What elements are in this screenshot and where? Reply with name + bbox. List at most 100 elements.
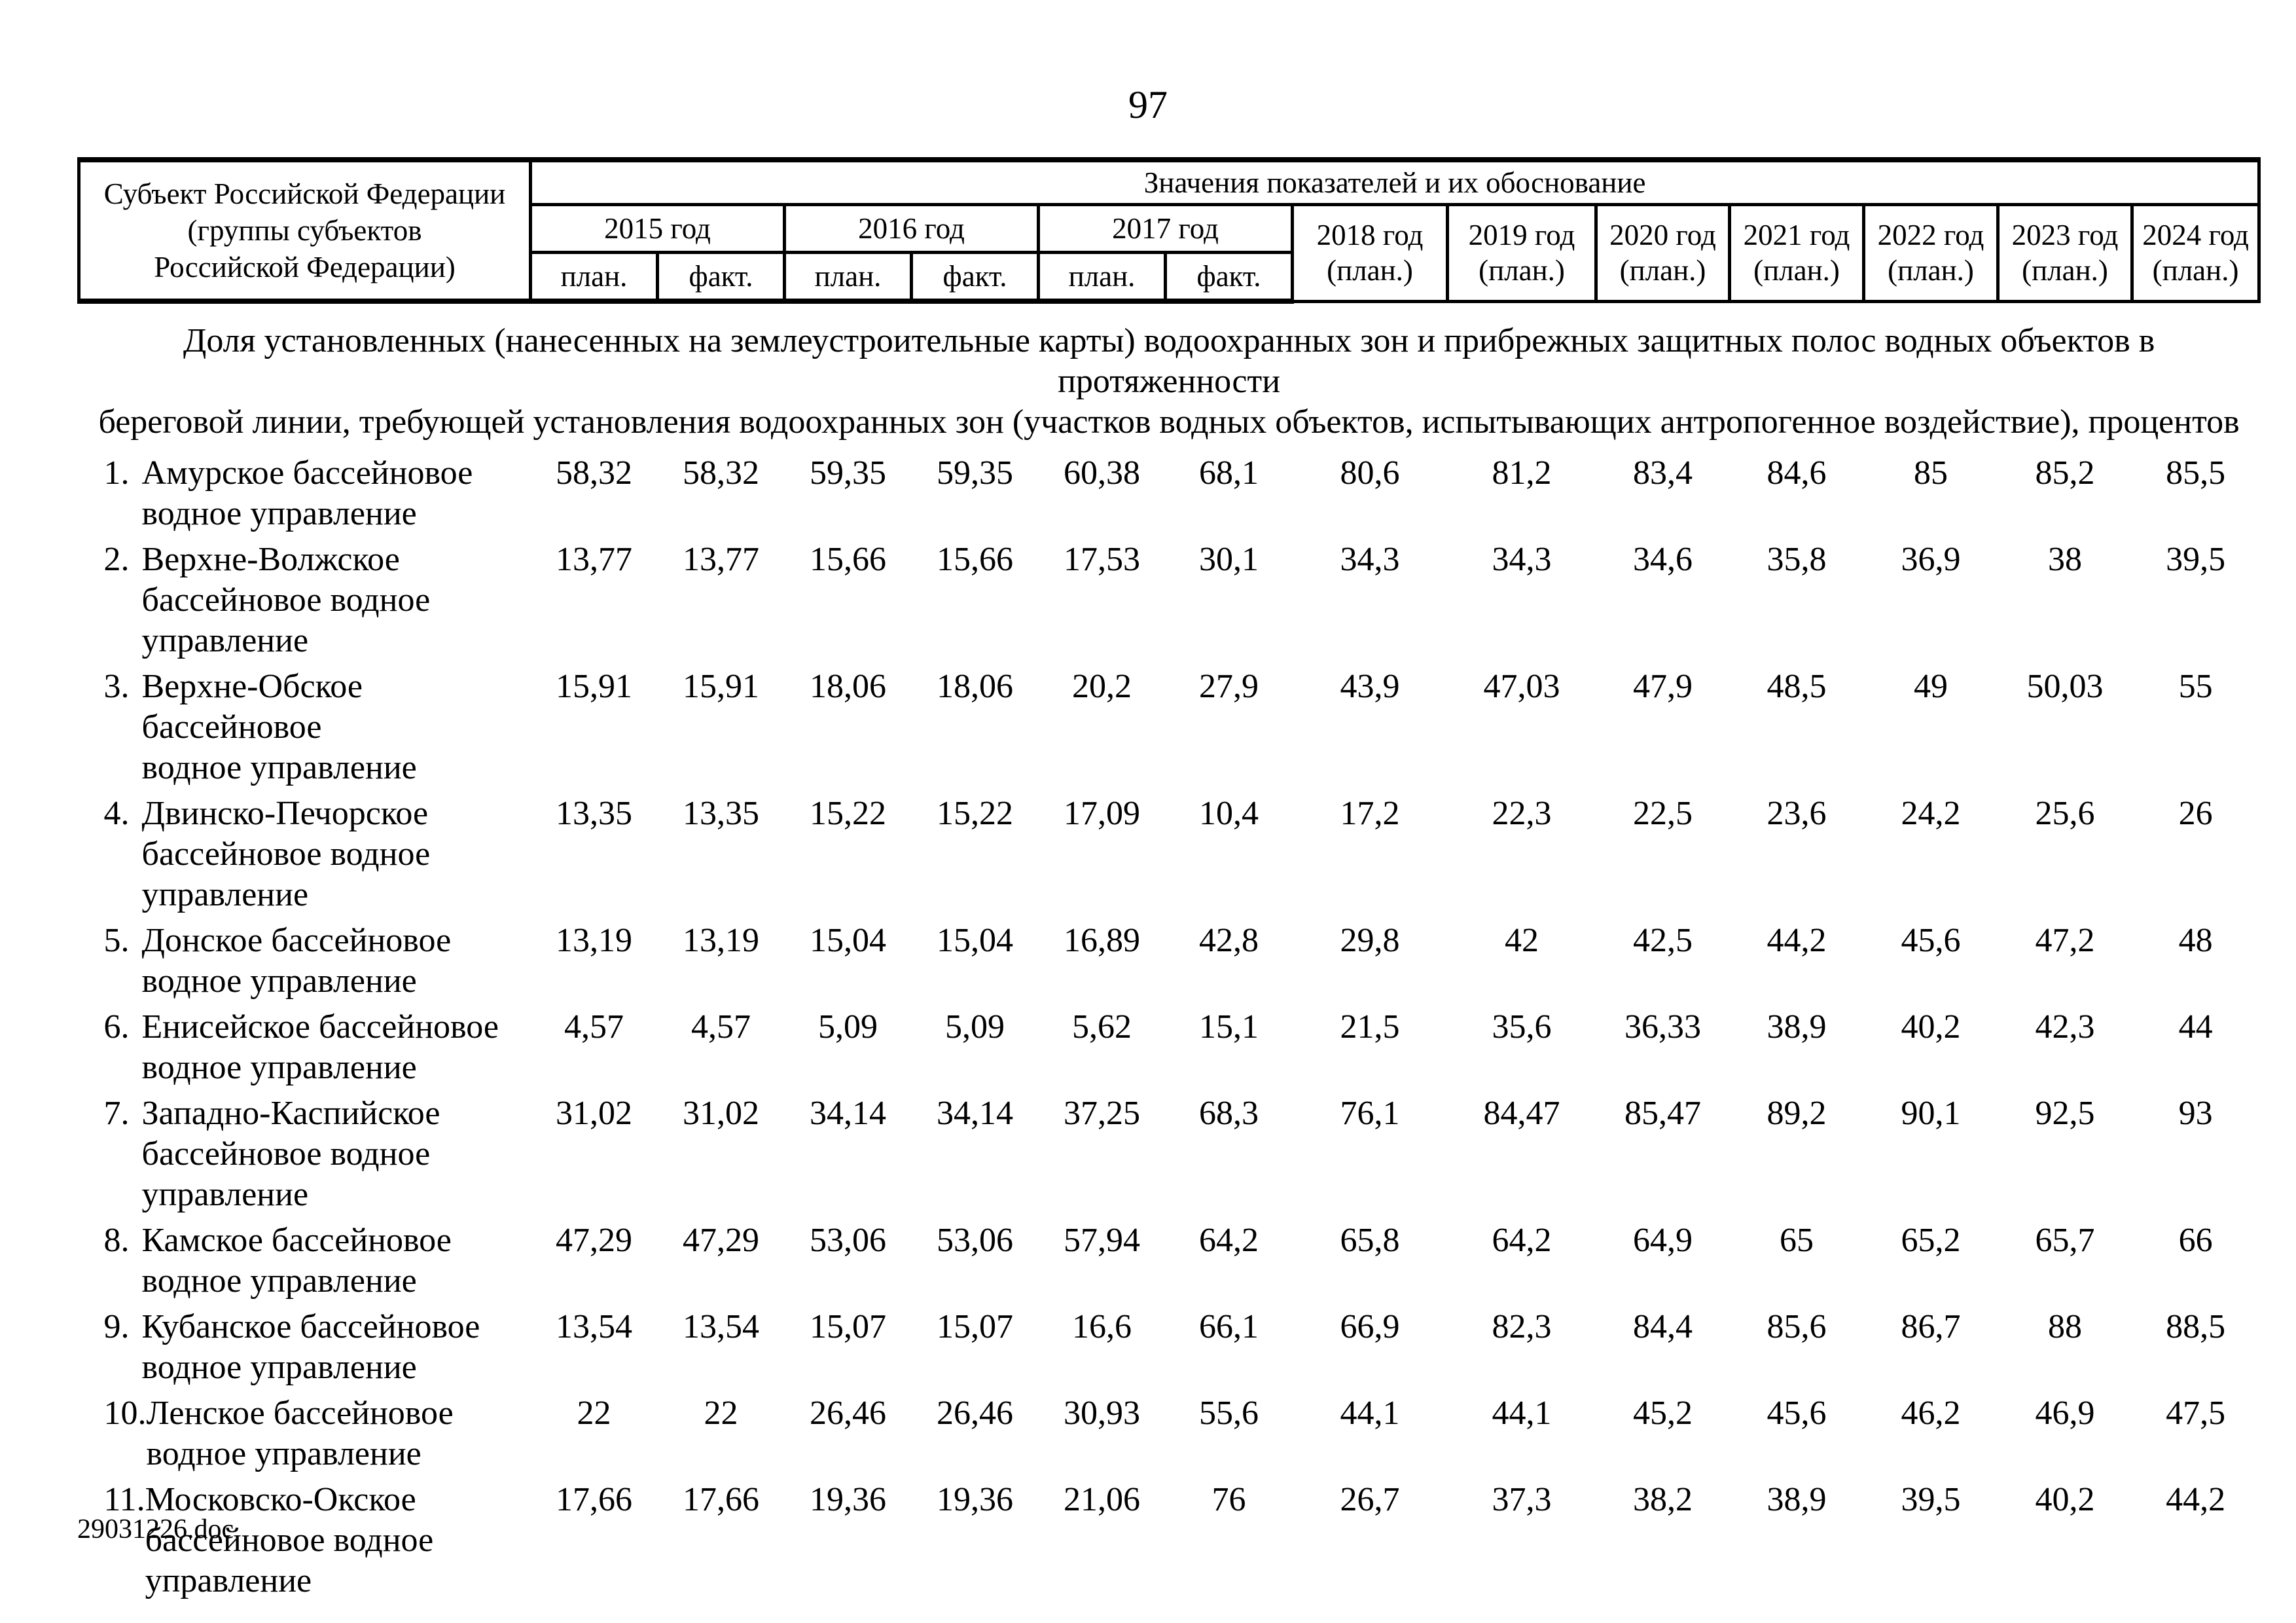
year-header-2020: 2020 год (план.) (1594, 203, 1731, 303)
subcol-fact-2016: факт. (910, 251, 1040, 304)
value-cell: 39,5 (1901, 1481, 1961, 1518)
value-cell: 85,47 (1624, 1095, 1701, 1132)
table-row: 5. Донское бассейновое водное управление … (79, 921, 2259, 1007)
row-number: 10. (103, 1395, 147, 1432)
value-cell: 5,62 (1072, 1008, 1132, 1046)
value-cell: 20,2 (1072, 668, 1132, 705)
value-cell: 42,3 (2035, 1008, 2095, 1046)
subject-cell: 4. Двинско-Печорское бассейновое водное у… (79, 793, 531, 921)
plan-label: (план.) (1479, 254, 1565, 287)
value-cell: 66,1 (1199, 1308, 1259, 1345)
value-cell: 13,19 (683, 922, 759, 959)
value-cell: 15,07 (810, 1308, 886, 1345)
subject-cell: 9. Кубанское бассейновое водное управлени… (79, 1307, 531, 1393)
plan-label: (план.) (1327, 254, 1413, 287)
value-cell: 18,06 (810, 668, 886, 705)
value-cell: 45,2 (1633, 1395, 1693, 1432)
value-cell: 85,6 (1767, 1308, 1827, 1345)
value-cell: 39,5 (2166, 541, 2226, 578)
value-cell: 53,06 (810, 1222, 886, 1259)
value-cell: 4,57 (691, 1008, 751, 1046)
section-title: Доля установленных (нанесенных на землеу… (98, 322, 2240, 441)
value-cell: 15,22 (937, 795, 1013, 832)
document-filename: 29031226.doc (77, 1514, 234, 1544)
value-cell: 66,9 (1340, 1308, 1400, 1345)
value-cell: 17,66 (683, 1481, 759, 1518)
value-cell: 64,9 (1633, 1222, 1693, 1259)
value-cell: 15,91 (683, 668, 759, 705)
value-cell: 50,03 (2026, 668, 2104, 705)
value-cell: 47,9 (1633, 668, 1693, 705)
value-cell: 13,35 (556, 795, 632, 832)
table-row: 1. Амурское бассейновое водное управление… (79, 453, 2259, 539)
subject-cell: 6. Енисейское бассейновое водное управлен… (79, 1007, 531, 1093)
row-number: 7. (103, 1095, 130, 1132)
value-cell: 48,5 (1767, 668, 1827, 705)
value-cell: 13,19 (556, 922, 632, 959)
value-cell: 13,54 (556, 1308, 632, 1345)
value-cell: 15,91 (556, 668, 632, 705)
table-row: 8. Камское бассейновое водное управление … (79, 1220, 2259, 1307)
value-cell: 47,03 (1483, 668, 1560, 705)
value-cell: 26 (2178, 795, 2213, 832)
value-cell: 90,1 (1901, 1095, 1961, 1132)
value-cell: 19,36 (810, 1481, 886, 1518)
value-cell: 25,6 (2035, 795, 2095, 832)
value-cell: 86,7 (1901, 1308, 1961, 1345)
value-cell: 15,1 (1199, 1008, 1259, 1046)
value-cell: 37,3 (1492, 1481, 1552, 1518)
row-name: Енисейское бассейновое водное управление (141, 1008, 499, 1086)
value-cell: 47,29 (683, 1222, 759, 1259)
value-cell: 85 (1914, 454, 1948, 492)
value-cell: 23,6 (1767, 795, 1827, 832)
value-cell: 10,4 (1199, 795, 1259, 832)
value-cell: 64,2 (1199, 1222, 1259, 1259)
row-number: 1. (103, 454, 130, 492)
value-cell: 68,1 (1199, 454, 1259, 492)
value-cell: 16,6 (1072, 1308, 1132, 1345)
value-cell: 66 (2178, 1222, 2213, 1259)
row-number: 5. (103, 922, 130, 959)
value-cell: 85,2 (2035, 454, 2095, 492)
row-name: Камское бассейновое водное управление (141, 1222, 452, 1300)
value-cell: 49 (1914, 668, 1948, 705)
row-number: 9. (103, 1308, 130, 1345)
value-cell: 46,9 (2035, 1395, 2095, 1432)
value-cell: 60,38 (1064, 454, 1140, 492)
subject-column-header: Субъект Российской Федерации (группы суб… (77, 158, 532, 304)
value-cell: 58,32 (556, 454, 632, 492)
value-cell: 17,53 (1064, 541, 1140, 578)
value-cell: 15,66 (937, 541, 1013, 578)
row-name: Ленское бассейновое водное управление (146, 1395, 454, 1472)
value-cell: 35,8 (1767, 541, 1827, 578)
value-cell: 44,2 (1767, 922, 1827, 959)
value-cell: 5,09 (945, 1008, 1005, 1046)
value-cell: 45,6 (1767, 1395, 1827, 1432)
value-cell: 44,1 (1340, 1395, 1400, 1432)
value-cell: 55,6 (1199, 1395, 1259, 1432)
value-cell: 36,33 (1624, 1008, 1701, 1046)
value-cell: 42 (1505, 922, 1539, 959)
value-cell: 44,2 (2166, 1481, 2226, 1518)
value-cell: 68,3 (1199, 1095, 1259, 1132)
subject-cell: 5. Донское бассейновое водное управление (79, 921, 531, 1007)
value-cell: 47,2 (2035, 922, 2095, 959)
value-cell: 36,9 (1901, 541, 1961, 578)
year-header-2015: 2015 год (529, 203, 786, 254)
plan-label: (план.) (2022, 254, 2108, 287)
row-name: Верхне-Волжское бассейновое водное управ… (141, 541, 431, 659)
value-cell: 38 (2048, 541, 2082, 578)
value-cell: 22 (577, 1395, 611, 1432)
value-cell: 88 (2048, 1308, 2082, 1345)
subcol-plan-2017: план. (1037, 251, 1167, 304)
row-number: 8. (103, 1222, 130, 1259)
row-number: 2. (103, 541, 130, 578)
row-name: Московско-Окское бассейновое водное упра… (145, 1481, 434, 1599)
value-cell: 15,04 (810, 922, 886, 959)
value-cell: 30,93 (1064, 1395, 1140, 1432)
value-cell: 58,32 (683, 454, 759, 492)
value-cell: 84,6 (1767, 454, 1827, 492)
value-cell: 15,66 (810, 541, 886, 578)
value-cell: 15,22 (810, 795, 886, 832)
